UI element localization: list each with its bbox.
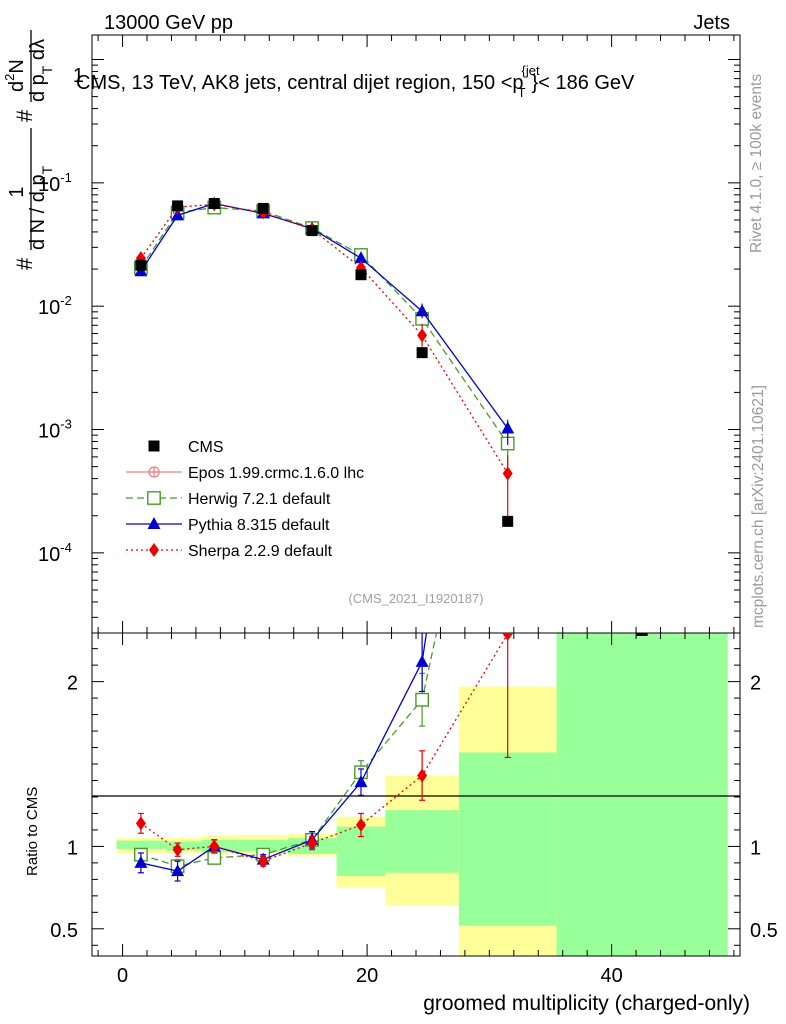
y-axis-label: # 1 d N / d pT # d2N d pT dλ bbox=[2, 30, 55, 270]
main-line-open-square bbox=[140, 206, 509, 444]
main-point-filled-triangle bbox=[171, 208, 185, 221]
y-tick-label: 10-2 bbox=[38, 293, 72, 319]
ylabel-denominator: d pT dλ bbox=[27, 39, 55, 102]
legend-marker bbox=[147, 491, 161, 505]
data-point bbox=[172, 200, 184, 212]
legend: CMS Epos 1.99.crmc.1.6.0 lhc Herwig 7.2.1 … bbox=[126, 439, 364, 560]
ratio-tick-label: 1 bbox=[67, 837, 78, 859]
ylabel-numerator: d2N bbox=[2, 59, 28, 92]
main-point-filled-diamond bbox=[502, 466, 513, 481]
legend-label: Sherpa 2.2.9 default bbox=[188, 543, 333, 560]
ratio-point-open-square bbox=[207, 851, 222, 865]
y-tick-label: 10-1 bbox=[38, 170, 72, 196]
ylabel-one: 1 bbox=[6, 186, 28, 197]
axis-ticks: 0 20 40 10-1 10-2 10-3 10-4 2 2 1 1 0.5 0.5 bbox=[38, 35, 778, 987]
ratio-line-filled-triangle bbox=[140, 633, 428, 872]
ratio-point-filled-diamond bbox=[135, 816, 146, 831]
legend-marker bbox=[147, 517, 161, 529]
data-point bbox=[355, 269, 367, 281]
ratio-point-filled-diamond bbox=[307, 836, 318, 851]
legend-marker bbox=[148, 440, 160, 452]
data-point bbox=[257, 202, 269, 214]
ratio-line-filled-diamond bbox=[140, 633, 509, 862]
x-tick-label: 40 bbox=[600, 965, 622, 987]
ratio-point-filled-diamond bbox=[502, 633, 513, 641]
main-point-filled-diamond bbox=[417, 328, 428, 343]
x-tick-label: 0 bbox=[117, 965, 128, 987]
main-line-filled-diamond bbox=[140, 203, 509, 474]
ratio-y-label: Ratio to CMS bbox=[24, 787, 41, 876]
ratio-point-open-square bbox=[501, 296, 513, 308]
legend-marker bbox=[149, 543, 159, 557]
ratio-point-filled-triangle bbox=[415, 654, 429, 667]
main-panel-series bbox=[134, 196, 515, 527]
legend-label: Herwig 7.2.1 default bbox=[188, 491, 331, 508]
ratio-tick-label: 2 bbox=[67, 673, 78, 695]
ratio-tick-label-right: 0.5 bbox=[750, 920, 778, 942]
data-point bbox=[502, 515, 514, 527]
ratio-tick-label: 0.5 bbox=[50, 920, 78, 942]
ratio-point-filled-triangle bbox=[354, 775, 368, 788]
x-axis-label: groomed multiplicity (charged-only) bbox=[423, 992, 750, 1015]
legend-label: Epos 1.99.crmc.1.6.0 lhc bbox=[188, 465, 364, 482]
y-tick-label: 10-4 bbox=[38, 540, 72, 566]
ratio-point-filled-diamond bbox=[209, 839, 220, 854]
chart-title: CMS, 13 TeV, AK8 jets, central dijet reg… bbox=[76, 63, 635, 100]
ratio-point-open-square bbox=[415, 692, 430, 707]
header-left: 13000 GeV pp bbox=[104, 12, 233, 34]
band-green-8 bbox=[556, 633, 728, 956]
band-green-6 bbox=[385, 810, 459, 873]
data-point-overflow bbox=[636, 633, 648, 636]
uncertainty-bands bbox=[116, 633, 728, 956]
ratio-point-filled-diamond bbox=[355, 817, 366, 832]
data-point bbox=[416, 347, 428, 359]
legend-label: Pythia 8.315 default bbox=[188, 517, 330, 534]
legend-label: CMS bbox=[188, 439, 224, 456]
rivet-label: Rivet 4.1.0, ≥ 100k events bbox=[748, 74, 765, 253]
y-tick-label-1: 1 bbox=[73, 65, 84, 87]
analysis-watermark: (CMS_2021_I1920187) bbox=[348, 591, 483, 606]
mcplots-label: mcplots.cern.ch [arXiv:2401.10621] bbox=[750, 385, 767, 628]
y-tick-label: 10-3 bbox=[38, 417, 72, 443]
data-point bbox=[306, 225, 318, 237]
ylabel-hash-mid: # bbox=[12, 109, 37, 122]
main-point-filled-triangle bbox=[415, 304, 429, 317]
band-green-3 bbox=[238, 839, 288, 852]
main-line-filled-triangle bbox=[140, 202, 509, 429]
band-green-0 bbox=[116, 840, 166, 849]
data-point bbox=[135, 259, 147, 271]
ratio-tick-label-right: 1 bbox=[750, 837, 761, 859]
ylabel-hash-left: # bbox=[12, 257, 37, 270]
ratio-point-filled-diamond bbox=[258, 854, 269, 869]
ratio-point-filled-triangle bbox=[134, 855, 148, 868]
ratio-point-filled-triangle bbox=[171, 864, 185, 877]
ratio-point-filled-diamond bbox=[417, 768, 428, 783]
x-tick-label: 20 bbox=[356, 965, 378, 987]
ratio-point-filled-diamond bbox=[172, 842, 183, 857]
ylabel-dn-dpt: d N / d pT bbox=[27, 165, 55, 250]
main-point-filled-triangle bbox=[501, 421, 515, 434]
header-right: Jets bbox=[693, 12, 730, 34]
ratio-panel-series bbox=[134, 296, 648, 882]
band-green-1 bbox=[165, 841, 203, 851]
main-point-filled-triangle bbox=[354, 251, 368, 264]
band-green-7 bbox=[458, 752, 557, 926]
data-point bbox=[208, 197, 220, 209]
ratio-tick-label-right: 2 bbox=[750, 673, 761, 695]
